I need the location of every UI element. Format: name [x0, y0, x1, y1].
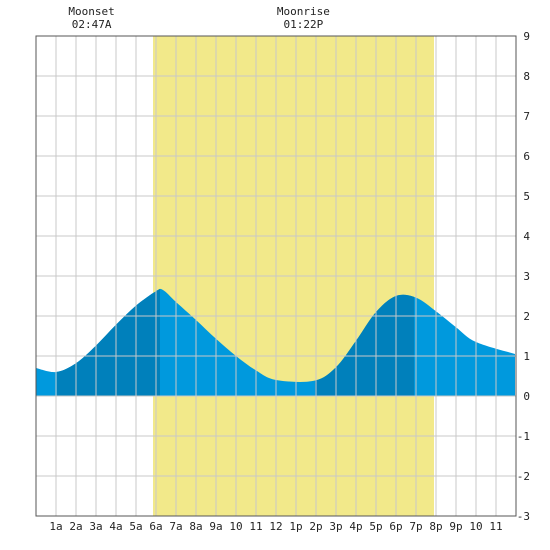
y-tick-label: -2: [517, 470, 530, 483]
x-tick-label: 6a: [149, 520, 162, 533]
grid-layer: [36, 36, 516, 516]
plot-frame: [35, 35, 517, 517]
moon-event-time: 01:22P: [284, 18, 324, 31]
y-tick-label: 4: [523, 230, 530, 243]
x-tick-label: 5p: [369, 520, 382, 533]
x-tick-label: 4p: [349, 520, 362, 533]
x-tick-label: 2p: [309, 520, 322, 533]
y-tick-label: 5: [523, 190, 530, 203]
x-tick-label: 4a: [109, 520, 122, 533]
tide-area-shaded: [315, 294, 414, 396]
moon-event-label: Moonrise: [277, 5, 330, 18]
y-tick-label: 2: [523, 310, 530, 323]
moon-event-time: 02:47A: [72, 18, 112, 31]
y-tick-label: -1: [517, 430, 530, 443]
y-tick-label: 7: [523, 110, 530, 123]
x-tick-label: 6p: [389, 520, 402, 533]
x-tick-label: 8p: [429, 520, 442, 533]
x-tick-label: 5a: [129, 520, 142, 533]
x-tick-label: 7a: [169, 520, 182, 533]
x-tick-label: 2a: [69, 520, 82, 533]
y-tick-label: 8: [523, 70, 530, 83]
y-tick-label: 3: [523, 270, 530, 283]
x-tick-label: 3p: [329, 520, 342, 533]
y-tick-label: 9: [523, 30, 530, 43]
moon-event-label: Moonset: [68, 5, 114, 18]
x-tick-label: 11: [489, 520, 502, 533]
y-tick-label: 1: [523, 350, 530, 363]
x-tick-label: 9a: [209, 520, 222, 533]
x-tick-label: 8a: [189, 520, 202, 533]
x-tick-label: 1p: [289, 520, 302, 533]
y-tick-label: -3: [517, 510, 530, 523]
x-tick-label: 10: [469, 520, 482, 533]
x-tick-label: 10: [229, 520, 242, 533]
x-tick-label: 1a: [49, 520, 62, 533]
y-tick-labels: 9 8 7 6 5 4 3 2 1 0 -1 -2 -3: [517, 30, 531, 523]
x-tick-label: 3a: [89, 520, 102, 533]
x-tick-label: 7p: [409, 520, 422, 533]
x-tick-label: 11: [249, 520, 262, 533]
y-tick-label: 6: [523, 150, 530, 163]
x-tick-labels: 1a 2a 3a 4a 5a 6a 7a 8a 9a 10 11 12 1p 2p 3p 4p 5p 6p 7p 8p…: [49, 520, 502, 533]
x-tick-label: 9p: [449, 520, 462, 533]
y-tick-label: 0: [523, 390, 530, 403]
x-tick-label: 12: [269, 520, 282, 533]
